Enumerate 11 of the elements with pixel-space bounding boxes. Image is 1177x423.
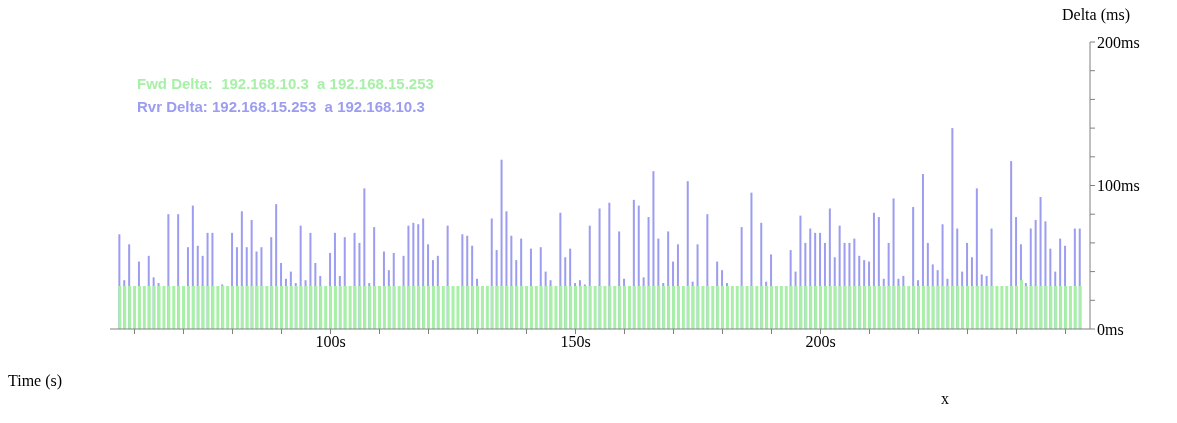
x-tick-label: 100s [315, 333, 346, 351]
y-tick-label: 200ms [1097, 33, 1140, 51]
text: Fwd Delta: 192.168.10.3 a 192.168.15.253 [137, 74, 434, 94]
y-axis-title: Delta (ms) [1062, 6, 1130, 24]
text: Rvr Delta: 192.168.15.253 a 192.168.10.3 [137, 97, 426, 117]
x-tick-label: 150s [560, 333, 591, 351]
y-tick-label: 100ms [1097, 177, 1140, 195]
x-axis-title: Time (s) [8, 372, 63, 390]
y-tick-label: 0ms [1097, 320, 1124, 338]
text: x [941, 390, 949, 408]
x-tick-label: 200s [805, 333, 836, 351]
